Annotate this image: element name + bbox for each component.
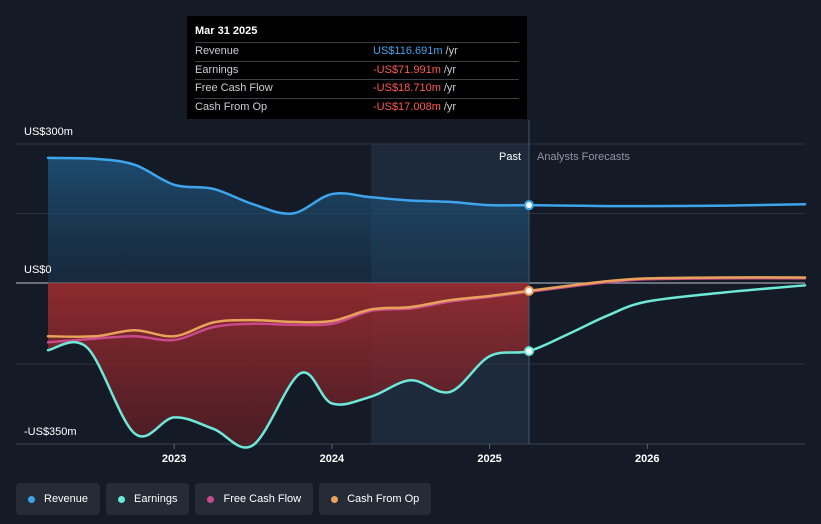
tooltip-unit: /yr xyxy=(443,100,457,113)
y-top-label: US$300m xyxy=(24,126,73,138)
series-line-revenue xyxy=(46,156,807,216)
tooltip-value: -US$18.710m xyxy=(373,82,441,94)
marker-revenue xyxy=(524,200,535,211)
x-tick-label: 2025 xyxy=(477,453,501,465)
legend-dot-icon xyxy=(28,495,35,503)
y-zero-label: US$0 xyxy=(24,264,52,276)
legend-item-cash-from-op[interactable]: Cash From Op xyxy=(319,483,432,515)
x-tick-label: 2023 xyxy=(162,453,186,465)
legend-item-revenue[interactable]: Revenue xyxy=(16,483,101,515)
legend-label: Cash From Op xyxy=(347,493,420,505)
tooltip-label: Cash From Op xyxy=(195,100,268,113)
series-line-earnings xyxy=(46,284,807,449)
legend-dot-icon xyxy=(118,495,126,503)
tooltip-unit: /yr xyxy=(445,45,458,57)
earnings-area xyxy=(48,283,530,448)
tooltip-value: -US$17.008m xyxy=(373,100,441,113)
marker-cash-from-op xyxy=(524,285,535,296)
tooltip-value: US$116.691m xyxy=(373,45,443,57)
tooltip: Mar 31 2025 Revenue US$116.691m /yr Earn… xyxy=(187,16,527,119)
tooltip-date: Mar 31 2025 xyxy=(195,24,519,43)
tooltip-unit: /yr xyxy=(443,63,457,76)
tooltip-row-earnings: Earnings -US$71.991m /yr xyxy=(195,62,519,80)
tooltip-label: Earnings xyxy=(195,63,239,76)
legend-label: Free Cash Flow xyxy=(223,493,302,505)
tooltip-row-cfo: Cash From Op -US$17.008m /yr xyxy=(195,99,519,117)
tooltip-label: Free Cash Flow xyxy=(195,82,273,94)
tooltip-label: Revenue xyxy=(195,45,240,57)
past-label: Past xyxy=(499,151,521,163)
y-bottom-label: -US$350m xyxy=(24,426,77,438)
x-tick-label: 2024 xyxy=(320,453,345,465)
legend-item-earnings[interactable]: Earnings xyxy=(106,483,190,515)
legend-label: Revenue xyxy=(44,493,89,505)
legend-item-free-cash-flow[interactable]: Free Cash Flow xyxy=(195,483,314,515)
legend-dot-icon xyxy=(207,495,215,503)
tooltip-unit: /yr xyxy=(443,82,457,94)
forecast-label: Analysts Forecasts xyxy=(537,151,630,163)
marker-earnings xyxy=(524,346,535,357)
x-tick-label: 2026 xyxy=(635,453,659,465)
tooltip-row-fcf: Free Cash Flow -US$18.710m /yr xyxy=(195,80,519,99)
tooltip-row-revenue: Revenue US$116.691m /yr xyxy=(195,43,519,62)
legend-label: Earnings xyxy=(134,493,178,505)
legend-dot-icon xyxy=(331,495,339,503)
tooltip-value: -US$71.991m xyxy=(373,63,441,76)
revenue-area xyxy=(48,157,530,283)
series-line-cash-from-op xyxy=(46,276,807,338)
legend: Revenue Earnings Free Cash Flow Cash Fro… xyxy=(16,483,432,515)
